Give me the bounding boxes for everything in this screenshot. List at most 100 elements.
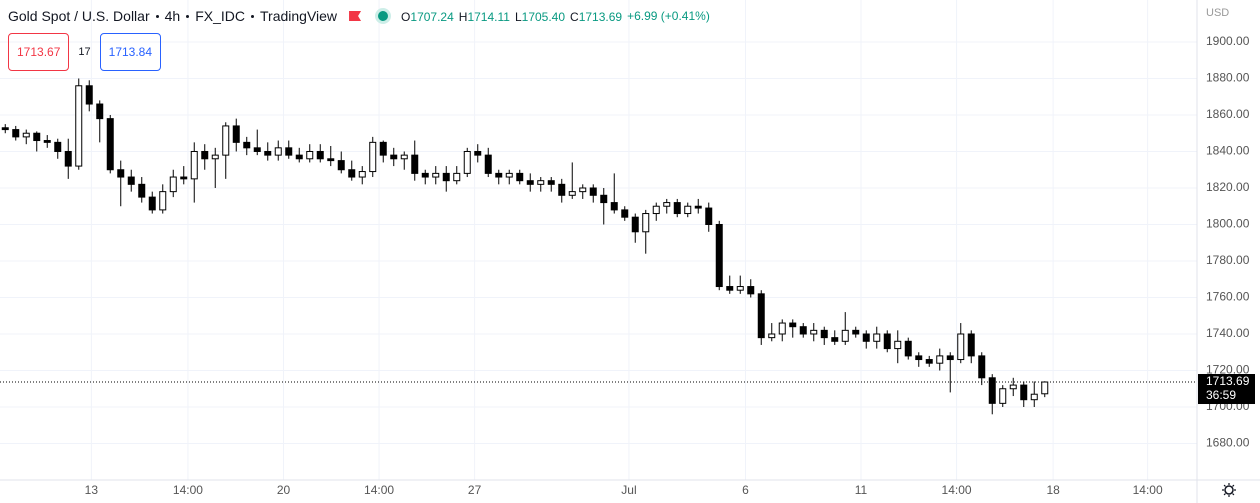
- candle-body: [873, 333, 881, 342]
- y-tick-label: 1880.00: [1206, 71, 1250, 85]
- candle-body: [432, 172, 440, 178]
- symbol[interactable]: Gold Spot / U.S. Dollar: [8, 8, 150, 24]
- candle-body: [852, 329, 860, 335]
- ohlc-item: H1714.11: [459, 10, 510, 24]
- candle-body: [684, 205, 692, 215]
- candle-body: [694, 205, 702, 209]
- candle-body: [631, 216, 639, 233]
- candle-body: [106, 118, 114, 171]
- ohlc-value: 1713.69: [578, 10, 623, 24]
- candle-body: [579, 187, 587, 193]
- y-tick-label: 1780.00: [1206, 253, 1250, 267]
- separator: [155, 14, 159, 18]
- candle-body: [495, 172, 503, 178]
- candle-body: [474, 150, 482, 156]
- icon-part: [1223, 484, 1235, 496]
- candle-body: [232, 125, 240, 143]
- price-tag-value: 1713.69: [1206, 374, 1250, 388]
- ohlc-item: C1713.69: [570, 10, 622, 24]
- candle-body: [411, 154, 419, 174]
- candle-body: [757, 293, 765, 339]
- candle-body: [862, 333, 870, 342]
- candle-body: [169, 176, 177, 193]
- ohlc-label: O: [401, 10, 411, 24]
- x-tick-label: 13: [85, 483, 99, 497]
- candle-body: [1009, 384, 1017, 390]
- x-tick-label: 11: [855, 483, 868, 497]
- candle-body: [180, 176, 188, 180]
- candle-body: [1041, 381, 1049, 395]
- icon-part: [1224, 485, 1234, 495]
- candle-body: [547, 180, 555, 185]
- candle-body: [337, 160, 345, 171]
- candle-body: [894, 340, 902, 350]
- y-tick-label: 1740.00: [1206, 326, 1250, 340]
- candle-body: [999, 388, 1007, 404]
- x-tick-label: 14:00: [173, 483, 203, 497]
- ohlc-value: 1714.11: [467, 10, 510, 24]
- ohlc-item: L1705.40: [515, 10, 565, 24]
- candle-body: [295, 154, 303, 160]
- separator: [251, 14, 254, 18]
- candle-body: [978, 355, 986, 379]
- candle-body: [778, 322, 786, 335]
- market-status[interactable]: [375, 8, 392, 24]
- sell-button[interactable]: 1713.67: [8, 33, 70, 71]
- buy-button[interactable]: 1713.84: [99, 33, 162, 71]
- candle-body: [222, 125, 230, 156]
- candle-body: [642, 213, 650, 233]
- candle-body: [138, 183, 146, 198]
- candle-body: [831, 337, 839, 342]
- candle-body: [148, 196, 156, 211]
- candle-body: [736, 286, 744, 291]
- ohlc-item: O1707.24: [401, 10, 454, 24]
- price-tag: [1198, 374, 1255, 405]
- candle-body: [673, 202, 681, 215]
- candle-body: [799, 326, 807, 335]
- candle-body: [726, 286, 734, 291]
- ohlc-label: H: [458, 10, 468, 24]
- candle-body: [253, 147, 261, 152]
- interval[interactable]: 4h: [164, 8, 181, 24]
- candle-body: [505, 172, 513, 178]
- candle-body: [54, 141, 62, 152]
- x-tick-label: 18: [1046, 483, 1060, 497]
- candle-body: [600, 194, 608, 204]
- x-tick-label: 20: [277, 483, 291, 497]
- x-tick-label: 14:00: [364, 483, 394, 497]
- candle-body: [925, 359, 933, 364]
- y-tick-label: 1820.00: [1206, 180, 1250, 194]
- candle-body: [159, 191, 167, 211]
- candle-body: [715, 223, 723, 288]
- candle-body: [22, 132, 30, 138]
- candle-body: [705, 207, 713, 225]
- candle-body: [484, 154, 492, 174]
- candle-body: [957, 333, 965, 361]
- flag-icon[interactable]: [349, 11, 362, 21]
- candle-body: [1020, 384, 1028, 401]
- candle-body: [946, 355, 954, 361]
- candle-body: [621, 209, 629, 218]
- candle-body: [663, 202, 671, 207]
- candle-body: [390, 154, 398, 160]
- spread: 17: [78, 46, 91, 58]
- candle-body: [652, 205, 660, 215]
- candle-body: [306, 150, 314, 160]
- x-tick-label: 27: [468, 483, 482, 497]
- candle-body: [537, 180, 545, 185]
- candle-body: [274, 147, 282, 156]
- x-tick-label: 14:00: [942, 483, 972, 497]
- ohlc-values: O1707.24 H1714.11 L1705.40 C1713.69: [401, 8, 627, 24]
- candle-body: [33, 132, 41, 142]
- currency-label: USD: [1206, 7, 1229, 19]
- candle-body: [883, 333, 891, 350]
- candle-body: [64, 150, 72, 167]
- candle-body: [810, 329, 818, 335]
- x-tick-label: 14:00: [1133, 483, 1163, 497]
- candle-body: [453, 172, 461, 182]
- ohlc-value: 1707.24: [410, 10, 454, 24]
- candle-body: [400, 154, 408, 160]
- settings-icon[interactable]: [1222, 483, 1236, 497]
- candle-body: [75, 85, 83, 167]
